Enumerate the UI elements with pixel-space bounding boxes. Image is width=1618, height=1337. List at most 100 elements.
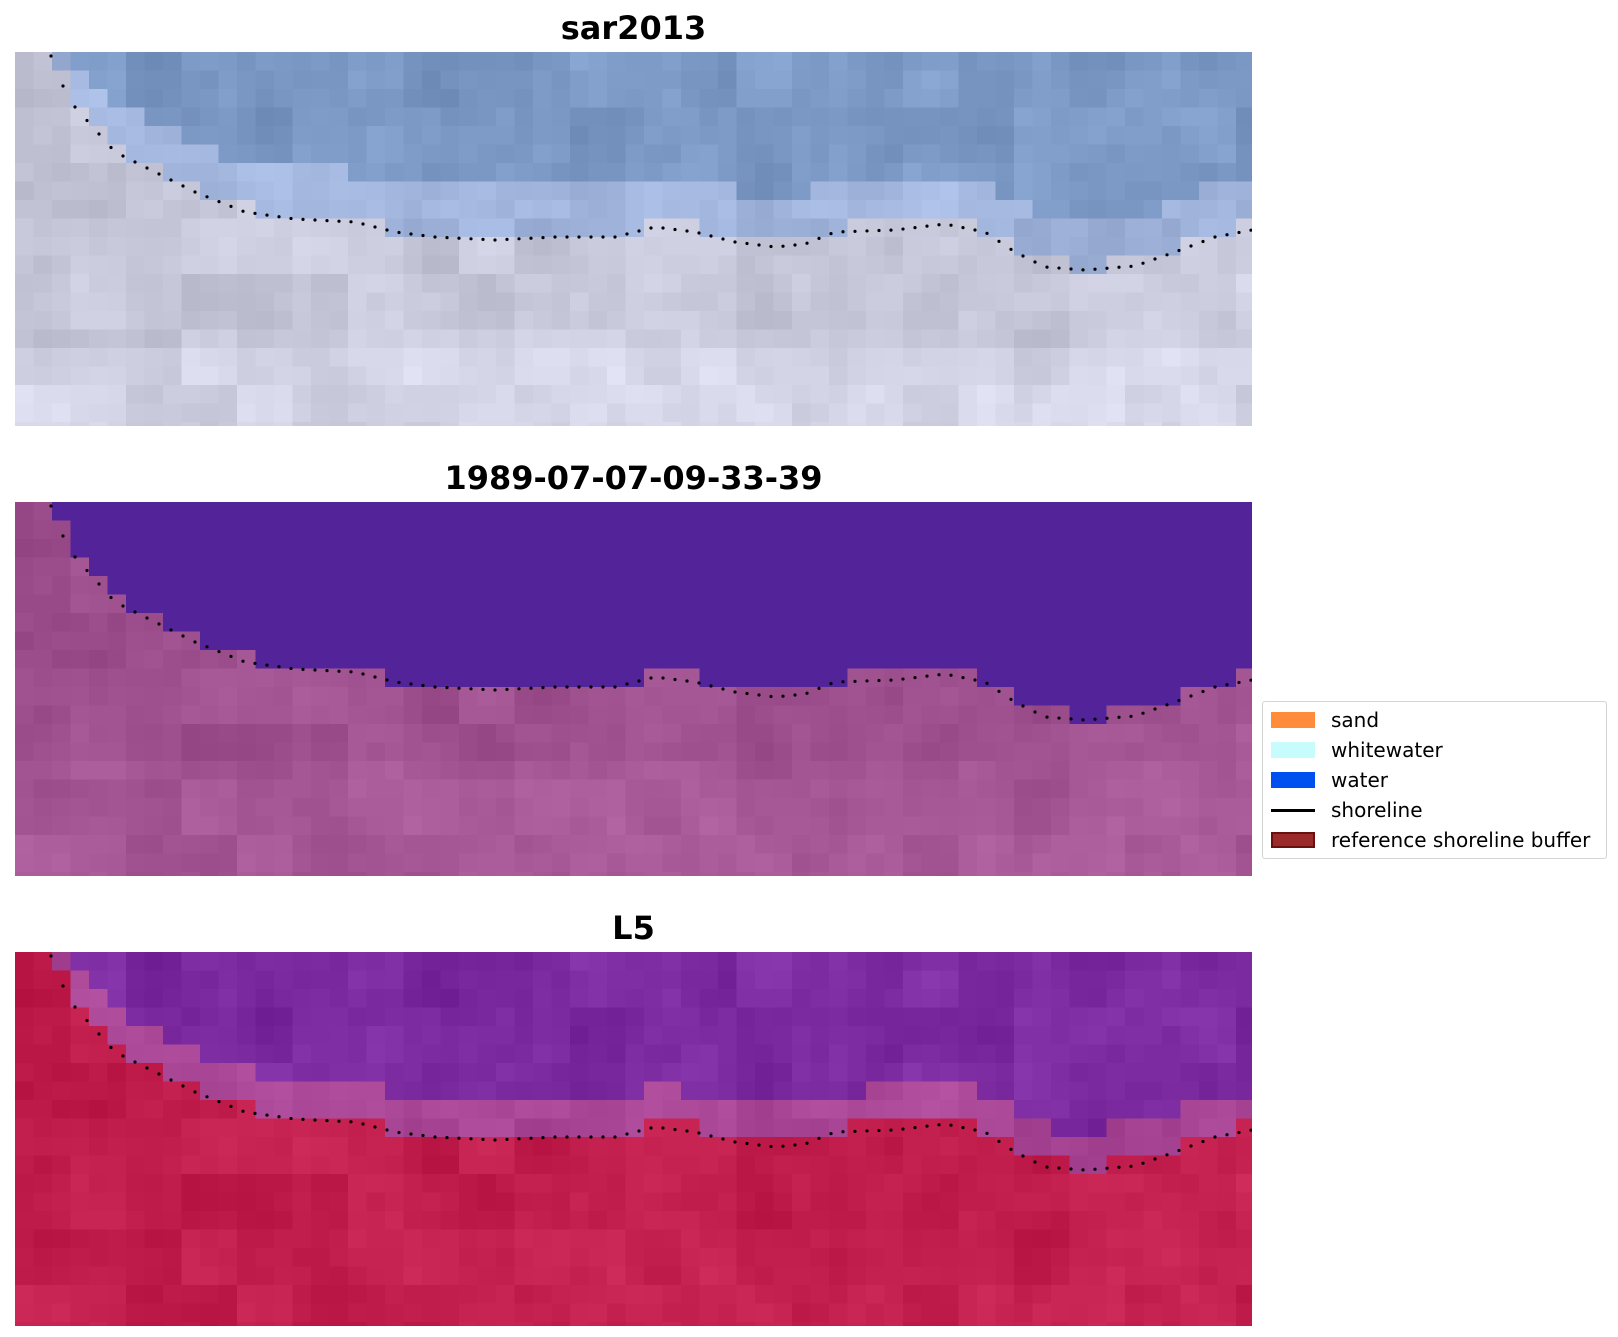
shoreline-dot [553,685,557,689]
shoreline-dot [685,1129,689,1133]
shoreline-dot [49,54,53,58]
shoreline-dot [229,654,233,658]
shoreline-dot [961,226,965,230]
shoreline-dot [457,1136,461,1140]
shoreline-dot [361,672,365,676]
shoreline-dot [85,1018,89,1023]
legend-label: sand [1331,708,1380,732]
shoreline-dot [49,504,53,508]
shoreline-dot [1153,257,1157,261]
shoreline-dots [49,54,1252,272]
shoreline-dot [841,1130,845,1134]
legend-item-whitewater: whitewater [1271,735,1443,765]
water-swatch [1271,772,1315,788]
shoreline-dot [997,689,1001,693]
shoreline-dot [1225,683,1229,687]
shoreline-dot [265,663,269,667]
shoreline-dot [1033,1160,1037,1164]
shoreline-dot [1177,248,1181,253]
shoreline-dot [421,233,425,238]
legend-item-sand: sand [1271,705,1379,735]
shoreline-dot [529,1136,533,1140]
shoreline-dot [265,213,269,217]
shoreline-dot [1165,703,1169,707]
shoreline-dot [1021,1154,1025,1158]
shoreline-dot [373,225,377,229]
shoreline-dot [973,678,977,682]
legend-item-water: water [1271,765,1388,795]
shoreline-dot [373,1125,377,1129]
shoreline-dot [853,1129,857,1133]
shoreline-dot [1057,1166,1061,1170]
shoreline-dot [1117,715,1121,719]
shoreline-dot [865,679,869,683]
shoreline-dot [661,1126,665,1130]
shoreline-dot [205,1095,209,1099]
shoreline-dot [325,1119,329,1123]
shoreline-dot [469,237,473,241]
shoreline-dot [505,687,509,691]
shoreline-dot [1117,1165,1121,1169]
shoreline-dot [817,686,821,690]
panel-title-rgb: sar2013 [560,9,707,47]
shoreline-dot [493,688,497,692]
shoreline-dot [361,1122,365,1126]
shoreline-dot [709,1134,713,1138]
shoreline-dot [577,685,581,689]
shoreline-dot [745,691,749,696]
shoreline-dot [649,676,653,680]
shoreline-dot [1009,247,1013,251]
shoreline-dot [1069,717,1073,721]
shoreline-dot [841,230,845,234]
shoreline-dot [973,1128,977,1132]
shoreline-dot [901,1127,905,1131]
shoreline-dot [469,1137,473,1141]
shoreline-dot [265,1113,269,1117]
shoreline-dot [229,1104,233,1108]
shoreline-dot [469,687,473,691]
shoreline-dot [193,1090,197,1094]
shoreline-dot [1153,707,1157,711]
shoreline-dot [925,1124,929,1128]
shoreline-dot [457,686,461,690]
shoreline-dot [97,1032,101,1036]
shoreline-dot [1141,1161,1145,1165]
shoreline-dot [337,219,341,223]
shoreline-dot [61,534,65,538]
shoreline-dot [145,166,149,170]
shoreline-dot [697,681,701,685]
shoreline-dot [1153,1157,1157,1161]
shoreline-dot [1189,244,1193,248]
shoreline-dot [865,1129,869,1133]
shoreline-dot [277,665,281,669]
shoreline-dot [157,1072,161,1076]
shoreline-dot [541,686,545,690]
classified-image [15,502,1252,876]
shoreline-dot [517,1137,521,1141]
shoreline-dot [1117,265,1121,269]
shoreline-dot [193,640,197,644]
shoreline-dot [589,235,593,239]
shoreline-dot [613,1135,617,1139]
shoreline-dot [673,227,677,232]
shoreline-dot [829,232,833,236]
shoreline-dot [397,230,401,235]
shoreline-dot [853,229,857,233]
shoreline-dot [121,154,125,158]
shoreline-dot [1177,698,1181,703]
shoreline-dot [1081,268,1085,272]
shoreline-dot [397,680,401,685]
shoreline-dot [505,237,509,241]
shoreline-dot [805,1141,809,1145]
shoreline-dot [205,195,209,199]
shoreline-dot [673,677,677,682]
shoreline-dot [985,681,989,685]
shoreline-dot [421,683,425,688]
shoreline-dot [1021,254,1025,258]
shoreline-dot [481,237,485,241]
shoreline-dot [397,1130,401,1135]
shoreline-dot [781,244,785,248]
shoreline-dot [853,679,857,683]
shoreline-dot [145,1066,149,1070]
shoreline-dot [709,684,713,688]
